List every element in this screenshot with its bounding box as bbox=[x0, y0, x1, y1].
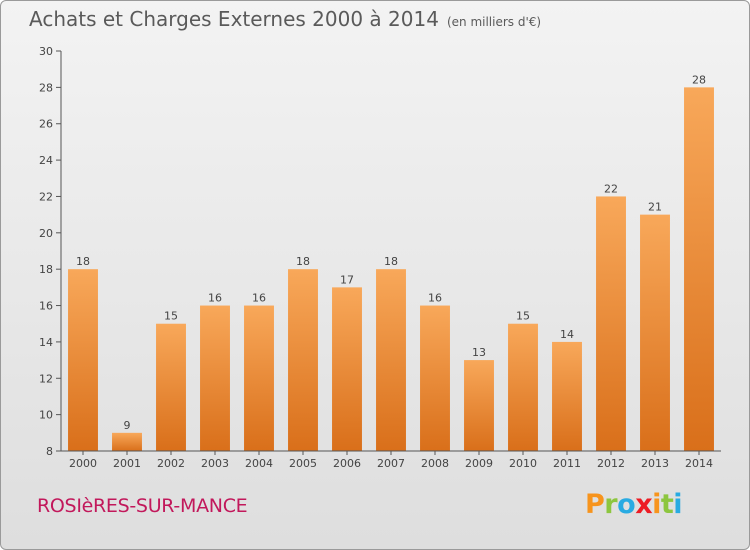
bar-value-label: 28 bbox=[692, 73, 706, 86]
x-tick-label: 2005 bbox=[289, 457, 317, 470]
y-tick-label: 22 bbox=[39, 190, 53, 203]
x-tick-label: 2012 bbox=[597, 457, 625, 470]
logo-letter: x bbox=[635, 489, 653, 520]
x-tick-label: 2011 bbox=[553, 457, 581, 470]
y-tick-label: 26 bbox=[39, 118, 53, 131]
proxiti-logo[interactable]: Proxiti bbox=[585, 489, 683, 520]
bar-2003 bbox=[200, 305, 230, 451]
logo-letter: r bbox=[604, 489, 618, 520]
bar-2006 bbox=[332, 287, 362, 451]
bar-2012 bbox=[596, 196, 626, 451]
logo-letter: o bbox=[617, 489, 636, 520]
logo-letter: i bbox=[652, 489, 661, 520]
bar-2013 bbox=[640, 214, 670, 451]
bar-value-label: 18 bbox=[296, 255, 310, 268]
y-tick-label: 18 bbox=[39, 263, 53, 276]
bar-value-label: 18 bbox=[384, 255, 398, 268]
bar-2008 bbox=[420, 305, 450, 451]
bar-value-label: 22 bbox=[604, 182, 618, 195]
x-tick-label: 2002 bbox=[157, 457, 185, 470]
y-tick-label: 8 bbox=[46, 445, 53, 458]
bar-2007 bbox=[376, 269, 406, 451]
y-axis: 8 10 12 14 16 18 20 22 24 26 28 30 bbox=[39, 45, 62, 458]
bar-value-label: 15 bbox=[516, 310, 530, 323]
logo-letter: t bbox=[660, 489, 674, 520]
x-tick-label: 2008 bbox=[421, 457, 449, 470]
y-tick-label: 20 bbox=[39, 227, 53, 240]
x-tick-label: 2001 bbox=[113, 457, 141, 470]
x-tick-label: 2000 bbox=[69, 457, 97, 470]
x-tick-label: 2004 bbox=[245, 457, 273, 470]
y-tick-label: 14 bbox=[39, 336, 53, 349]
bar-2000 bbox=[68, 269, 98, 451]
y-tick-label: 10 bbox=[39, 409, 53, 422]
y-tick-label: 16 bbox=[39, 300, 53, 313]
x-tick-label: 2013 bbox=[641, 457, 669, 470]
x-tick-label: 2007 bbox=[377, 457, 405, 470]
bar-value-label: 9 bbox=[124, 419, 131, 432]
y-tick-label: 28 bbox=[39, 81, 53, 94]
bar-value-label: 13 bbox=[472, 346, 486, 359]
chart-unit: (en milliers d'€) bbox=[446, 15, 542, 29]
logo-letter: P bbox=[585, 489, 605, 520]
x-tick-label: 2009 bbox=[465, 457, 493, 470]
bar-value-label: 15 bbox=[164, 310, 178, 323]
bar-value-label: 21 bbox=[648, 201, 662, 214]
x-tick-label: 2006 bbox=[333, 457, 361, 470]
bar-value-label: 16 bbox=[208, 292, 222, 305]
y-tick-label: 24 bbox=[39, 154, 53, 167]
x-tick-label: 2003 bbox=[201, 457, 229, 470]
commune-name: ROSIèRES-SUR-MANCE bbox=[37, 495, 248, 517]
bar-value-label: 16 bbox=[252, 292, 266, 305]
bar-value-label: 16 bbox=[428, 292, 442, 305]
bar-2011 bbox=[552, 341, 582, 451]
y-tick-label: 30 bbox=[39, 45, 53, 58]
bar-2009 bbox=[464, 360, 494, 451]
title-text: Achats et Charges Externes 2000 à 2014 bbox=[29, 7, 439, 31]
y-tick-label: 12 bbox=[39, 372, 53, 385]
bar-2001 bbox=[112, 432, 142, 451]
x-tick-label: 2010 bbox=[509, 457, 537, 470]
chart-title: Achats et Charges Externes 2000 à 2014 (e… bbox=[29, 7, 541, 31]
bar-value-label: 17 bbox=[340, 273, 354, 286]
bar-value-label: 18 bbox=[76, 255, 90, 268]
x-axis: 2000 2001 2002 2003 2004 2005 2006 2007 2008 2009… bbox=[61, 450, 721, 470]
bar-2014 bbox=[684, 87, 714, 451]
bar-2010 bbox=[508, 323, 538, 451]
logo-letter: i bbox=[673, 489, 683, 520]
bar-2002 bbox=[156, 323, 186, 451]
bar-value-label: 14 bbox=[560, 328, 574, 341]
x-tick-label: 2014 bbox=[685, 457, 713, 470]
bar-2005 bbox=[288, 269, 318, 451]
bar-2004 bbox=[244, 305, 274, 451]
bars: 18 9 15 16 16 18 17 18 16 13 15 14 22 21 28 bbox=[68, 73, 714, 451]
